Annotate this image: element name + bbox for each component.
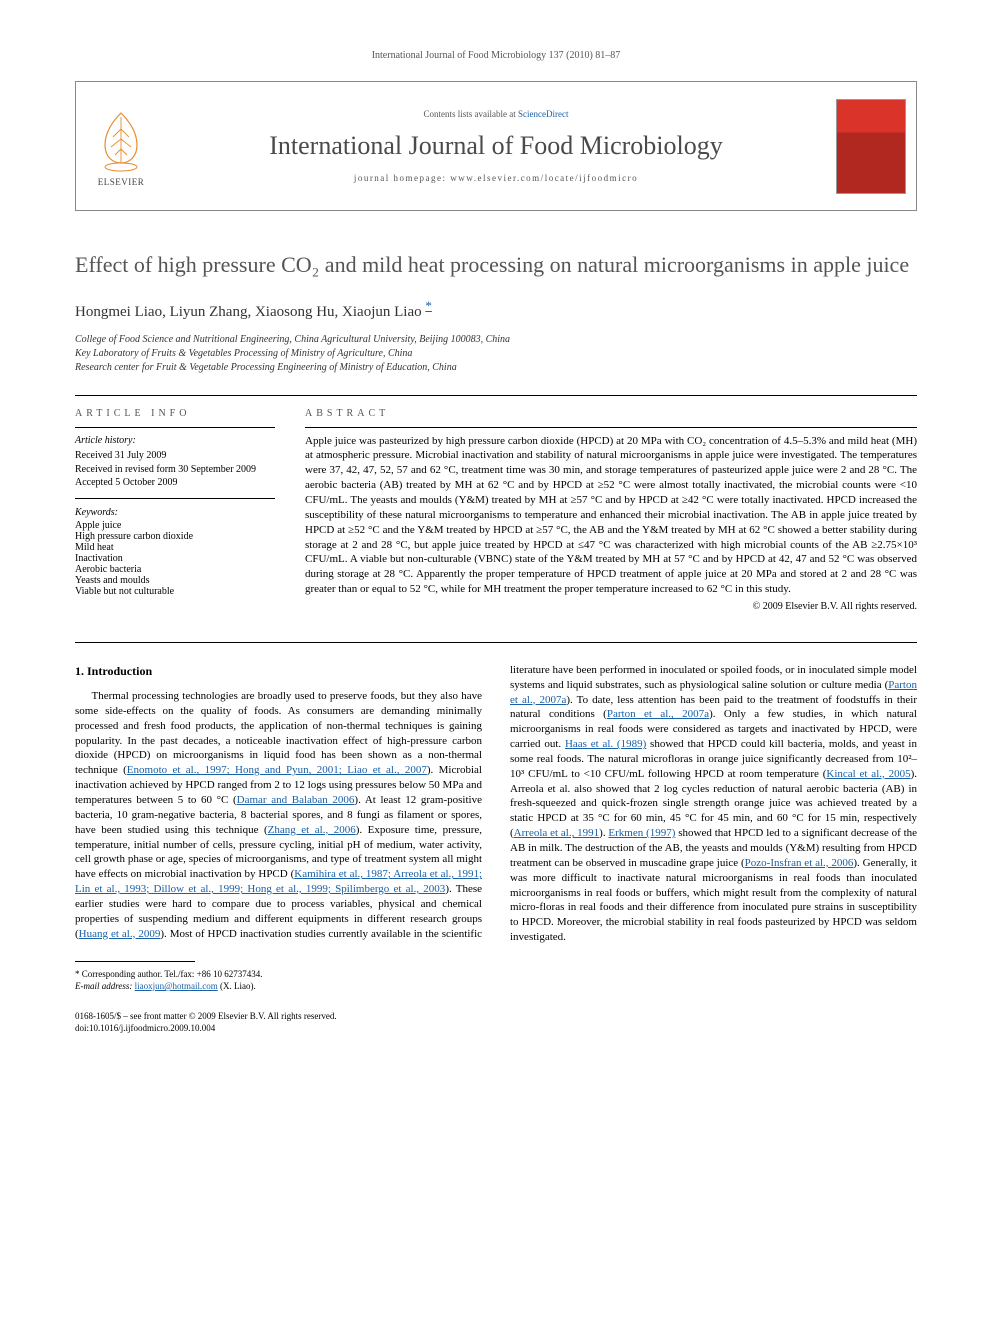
sciencedirect-link[interactable]: ScienceDirect: [518, 109, 568, 119]
email-suffix: (X. Liao).: [218, 981, 256, 991]
keyword-6: Yeasts and moulds: [75, 575, 275, 586]
running-head: International Journal of Food Microbiolo…: [75, 50, 917, 61]
journal-header-box: ELSEVIER Contents lists available at Sci…: [75, 81, 917, 211]
article-history-block: Article history: Received 31 July 2009 R…: [75, 434, 275, 499]
page-footer: 0168-1605/$ – see front matter © 2009 El…: [75, 1010, 917, 1034]
email-line: E-mail address: liaoxjun@hotmail.com (X.…: [75, 980, 917, 992]
cite-parton2[interactable]: Parton et al., 2007a: [607, 708, 709, 720]
footnotes: * Corresponding author. Tel./fax: +86 10…: [75, 968, 917, 992]
section-1-heading: 1. Introduction: [75, 663, 482, 679]
abstract: abstract Apple juice was pasteurized by …: [305, 408, 917, 612]
abstract-text: Apple juice was pasteurized by high pres…: [305, 434, 917, 597]
keyword-7: Viable but not culturable: [75, 586, 275, 597]
revised-date: Received in revised form 30 September 20…: [75, 463, 275, 477]
keywords-label: Keywords:: [75, 507, 275, 518]
cite-haas[interactable]: Haas et al. (1989): [565, 738, 646, 750]
affiliation-2: Key Laboratory of Fruits & Vegetables Pr…: [75, 347, 917, 361]
body-text: 1. Introduction Thermal processing techn…: [75, 663, 917, 945]
footnote-rule: [75, 961, 195, 962]
header-center: Contents lists available at ScienceDirec…: [166, 82, 826, 210]
cite-huang[interactable]: Huang et al., 2009: [79, 928, 161, 940]
cite-damar[interactable]: Damar and Balaban 2006: [237, 794, 355, 806]
info-abstract-row: article info Article history: Received 3…: [75, 408, 917, 612]
cite-pozo[interactable]: Pozo-Insfran et al., 2006: [745, 857, 854, 869]
journal-name: International Journal of Food Microbiolo…: [269, 131, 722, 161]
article-title: Effect of high pressure CO₂ and mild hea…: [75, 251, 917, 280]
abstract-heading: abstract: [305, 408, 917, 419]
affiliation-1: College of Food Science and Nutritional …: [75, 333, 917, 347]
cite-erkmen[interactable]: Erkmen (1997): [608, 827, 675, 839]
doi-line: doi:10.1016/j.ijfoodmicro.2009.10.004: [75, 1022, 917, 1034]
cite-zhang[interactable]: Zhang et al., 2006: [268, 824, 356, 836]
contents-lists-line: Contents lists available at ScienceDirec…: [424, 109, 569, 119]
corresponding-mark[interactable]: *: [425, 298, 432, 313]
elsevier-logo-text: ELSEVIER: [98, 177, 145, 187]
abstract-rule: [305, 427, 917, 428]
affiliations: College of Food Science and Nutritional …: [75, 333, 917, 375]
rule-top: [75, 395, 917, 396]
article-history-label: Article history:: [75, 434, 275, 448]
journal-homepage: journal homepage: www.elsevier.com/locat…: [354, 173, 638, 183]
journal-cover-thumbnail: [836, 99, 906, 194]
corresponding-author-note: * Corresponding author. Tel./fax: +86 10…: [75, 968, 917, 980]
keyword-4: Inactivation: [75, 553, 275, 564]
info-rule-1: [75, 427, 275, 428]
received-date: Received 31 July 2009: [75, 449, 275, 463]
journal-cover: [826, 82, 916, 210]
keyword-2: High pressure carbon dioxide: [75, 531, 275, 542]
intro-paragraph: Thermal processing technologies are broa…: [75, 663, 917, 945]
authors-names: Hongmei Liao, Liyun Zhang, Xiaosong Hu, …: [75, 304, 425, 320]
cite-enomoto[interactable]: Enomoto et al., 1997; Hong and Pyun, 200…: [127, 764, 427, 776]
contents-prefix: Contents lists available at: [424, 109, 518, 119]
affiliation-3: Research center for Fruit & Vegetable Pr…: [75, 361, 917, 375]
email-link[interactable]: liaoxjun@hotmail.com: [135, 981, 218, 991]
elsevier-tree-icon: [91, 105, 151, 175]
cite-kincal[interactable]: Kincal et al., 2005: [826, 768, 910, 780]
keyword-3: Mild heat: [75, 542, 275, 553]
authors-line: Hongmei Liao, Liyun Zhang, Xiaosong Hu, …: [75, 298, 917, 321]
keyword-1: Apple juice: [75, 520, 275, 531]
front-matter-line: 0168-1605/$ – see front matter © 2009 El…: [75, 1010, 917, 1022]
t14: ). Generally, it was more difficult to i…: [510, 857, 917, 943]
elsevier-logo: ELSEVIER: [76, 82, 166, 210]
article-info: article info Article history: Received 3…: [75, 408, 275, 612]
email-label: E-mail address:: [75, 981, 135, 991]
rule-body: [75, 642, 917, 643]
abstract-copyright: © 2009 Elsevier B.V. All rights reserved…: [305, 601, 917, 612]
article-info-heading: article info: [75, 408, 275, 419]
keywords-block: Keywords: Apple juice High pressure carb…: [75, 507, 275, 597]
accepted-date: Accepted 5 October 2009: [75, 476, 275, 490]
keyword-5: Aerobic bacteria: [75, 564, 275, 575]
cite-arreola[interactable]: Arreola et al., 1991: [514, 827, 599, 839]
